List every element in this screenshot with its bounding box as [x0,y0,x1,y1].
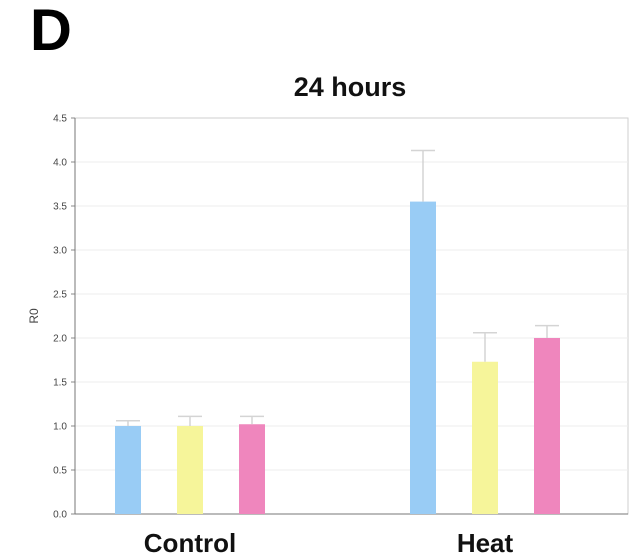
category-label: Control [144,528,236,557]
bar [239,424,265,514]
y-tick-label: 3.5 [53,202,67,213]
y-tick-label: 1.5 [53,378,67,389]
y-tick-label: 0.5 [53,466,67,477]
panel-label: D [30,0,72,63]
bar [534,338,560,514]
y-tick-label: 3.0 [53,246,67,257]
y-tick-label: 4.5 [53,114,67,125]
bar [115,426,141,514]
category-label: Heat [457,528,514,557]
bar [472,361,498,514]
chart-title: 24 hours [293,72,407,102]
bar [177,426,203,514]
y-tick-label: 0.0 [53,510,67,521]
y-tick-label: 4.0 [53,158,67,169]
y-axis-label: R0 [27,308,41,324]
bar [410,201,436,514]
y-tick-label: 2.5 [53,290,67,301]
y-tick-label: 2.0 [53,334,67,345]
y-tick-label: 1.0 [53,422,67,433]
